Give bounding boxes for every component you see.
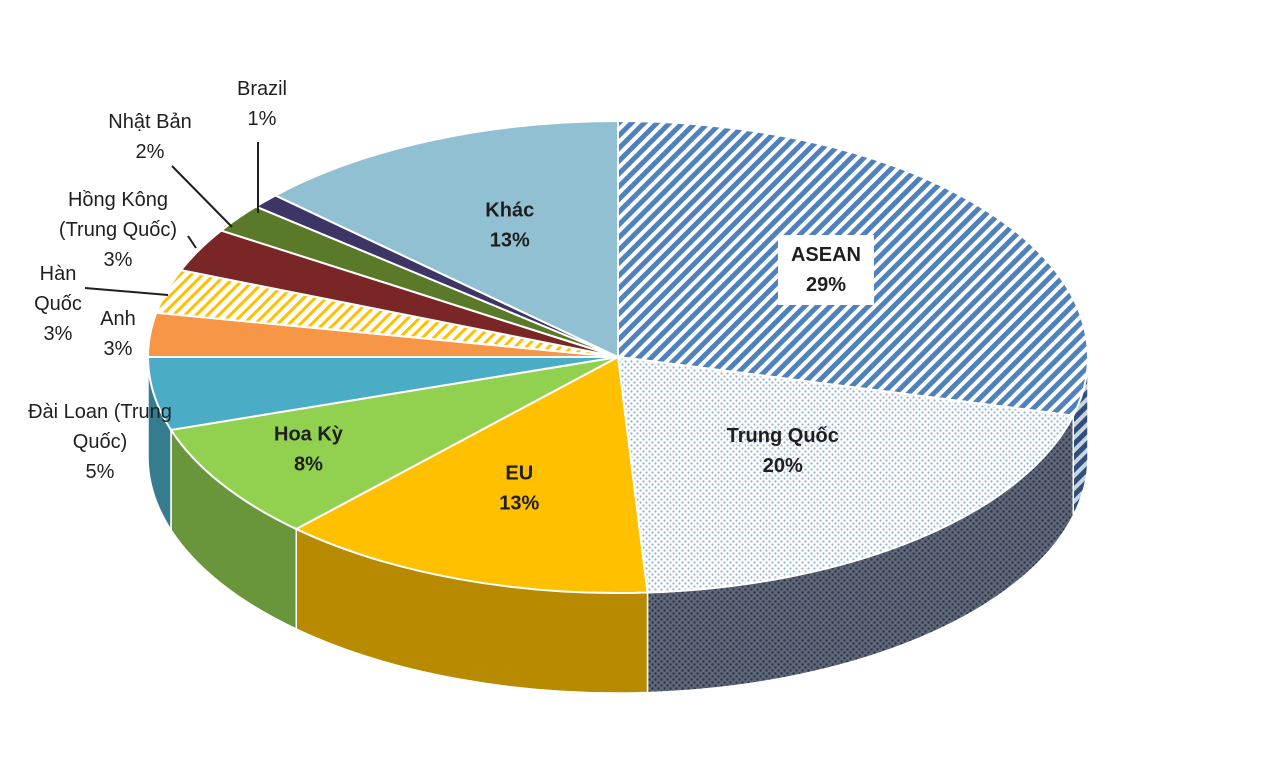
leader-line-nhat-ban: [171, 165, 233, 228]
slice-name-label: Hồng Kông: [68, 189, 168, 211]
slice-name-label: EU: [505, 463, 533, 485]
slice-percent-label: 2%: [136, 141, 165, 163]
slice-name-label: Hàn: [40, 263, 77, 285]
leader-line-han-quoc: [84, 287, 169, 296]
leader-line-hong-kong-trung-quoc: [187, 235, 197, 249]
slice-name-label: Hoa Kỳ: [274, 424, 344, 446]
slice-name-label: Trung Quốc: [727, 425, 839, 447]
data-label-hong-kong-trung-quoc: Hồng Kông (Trung Quốc) 3%: [59, 189, 177, 271]
slice-percent-label: 13%: [490, 229, 530, 251]
slice-percent-label: 3%: [44, 323, 73, 345]
data-label-hoa-ky: Hoa Kỳ 8%: [274, 424, 344, 476]
slice-percent-label: 20%: [763, 455, 803, 477]
data-label-han-quoc: Hàn Quốc 3%: [34, 263, 82, 345]
slice-name-label: Brazil: [237, 78, 287, 100]
slice-name-label: Đài Loan (Trung: [28, 401, 172, 423]
slice-percent-label: 29%: [806, 274, 846, 296]
slice-percent-label: 8%: [294, 454, 323, 476]
slice-percent-label: 3%: [104, 249, 133, 271]
slice-name-label: (Trung Quốc): [59, 219, 177, 241]
slice-percent-label: 3%: [104, 338, 133, 360]
slice-name-label: Anh: [100, 308, 136, 330]
data-label-asean: ASEAN 29%: [777, 234, 874, 305]
pie-slice-khac: [273, 119, 619, 359]
slice-name-label: Khác: [485, 199, 534, 221]
slice-name-label: Quốc): [73, 431, 127, 453]
pie-slice-trung-quoc: [616, 355, 1075, 594]
data-label-khac: Khác 13%: [485, 199, 534, 251]
data-label-trung-quoc: Trung Quốc 20%: [727, 425, 839, 477]
slice-name-label: Quốc: [34, 293, 82, 315]
pie-slice-dai-loan-trung-quoc: [146, 356, 619, 432]
slice-percent-label: 13%: [499, 493, 539, 515]
leader-lines: [84, 142, 259, 296]
slice-percent-label: 5%: [86, 461, 115, 483]
data-label-dai-loan-trung-quoc: Đài Loan (Trung Quốc) 5%: [28, 401, 172, 483]
pie-slice-hoa-ky: [169, 356, 619, 531]
label-box: [777, 234, 874, 305]
slice-percent-label: 1%: [248, 108, 277, 130]
pie-slices: [146, 119, 1089, 594]
data-label-eu: EU 13%: [499, 463, 539, 515]
data-label-brazil: Brazil 1%: [237, 78, 287, 130]
slice-name-label: Nhật Bản: [108, 111, 191, 133]
data-label-anh: Anh 3%: [100, 308, 136, 360]
data-labels: ASEAN 29% Trung Quốc 20% EU 13% Hoa Kỳ 8% Đài Lo…: [28, 78, 874, 515]
pie-slice-eu: [294, 355, 649, 594]
data-label-nhat-ban: Nhật Bản 2%: [108, 111, 191, 163]
slice-name-label: ASEAN: [791, 244, 861, 266]
